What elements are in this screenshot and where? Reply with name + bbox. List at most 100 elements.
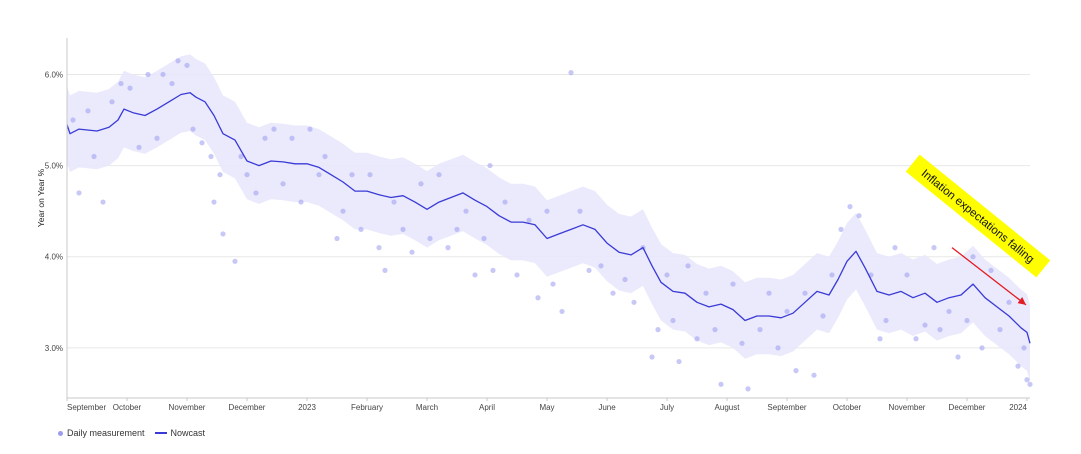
x-tick-label: June [598, 403, 616, 412]
daily-measurement-point [964, 317, 970, 324]
daily-measurement-point [211, 199, 217, 205]
daily-measurement-point [913, 336, 919, 342]
daily-measurement-point [76, 190, 82, 196]
daily-measurement-point [253, 190, 259, 196]
daily-measurement-point [1027, 381, 1033, 387]
daily-measurement-point [262, 135, 268, 141]
annotation-arrow [951, 247, 1027, 306]
daily-measurement-point [436, 172, 442, 178]
legend-dot-marker [58, 430, 63, 436]
daily-measurement-point [454, 226, 460, 232]
daily-measurement-point [877, 336, 883, 342]
daily-measurement-point [745, 386, 751, 392]
daily-measurement-point [757, 327, 763, 333]
daily-measurement-point [238, 153, 244, 160]
daily-measurement-point [208, 153, 214, 160]
daily-measurement-point [937, 327, 943, 333]
daily-measurement-point [979, 345, 985, 351]
x-tick-label: July [660, 403, 674, 412]
x-tick-label: August [715, 403, 741, 412]
legend-item-daily-measurement[interactable]: Daily measurement [58, 428, 145, 438]
daily-measurement-point [391, 199, 397, 205]
daily-measurement-point [883, 317, 889, 324]
daily-measurement-point [931, 245, 937, 251]
x-tick-label: February [351, 403, 383, 412]
daily-measurement-point [367, 172, 373, 178]
daily-measurement-point [85, 108, 91, 114]
daily-measurement-point [622, 276, 628, 283]
daily-measurement-point [463, 208, 469, 214]
daily-measurement-point [490, 267, 496, 274]
daily-measurement-point [322, 153, 328, 160]
daily-measurement-point [244, 172, 250, 178]
daily-measurement-point [694, 336, 700, 342]
daily-measurement-point [847, 204, 853, 210]
x-tick-label: September [67, 403, 106, 412]
daily-measurement-point [514, 272, 520, 278]
daily-measurement-point [487, 162, 493, 169]
daily-measurement-point [1021, 345, 1027, 351]
daily-measurement-point [1015, 363, 1021, 369]
daily-measurement-point [988, 267, 994, 274]
daily-measurement-point [904, 272, 910, 278]
legend-item-nowcast[interactable]: Nowcast [154, 428, 205, 438]
daily-measurement-point [427, 235, 433, 242]
x-tick-label: December [229, 403, 266, 412]
x-tick-labels: September October November December 2023 Febr… [66, 398, 1028, 412]
daily-measurement-point [502, 199, 508, 205]
daily-measurement-point [676, 358, 682, 365]
daily-measurement-point [271, 126, 277, 132]
x-tick-label: March [416, 403, 438, 412]
daily-measurement-point [127, 85, 133, 91]
daily-measurement-point [784, 308, 790, 315]
daily-measurement-point [472, 272, 478, 278]
daily-measurement-point [892, 245, 898, 251]
daily-measurement-point [718, 381, 724, 387]
daily-measurement-point [91, 153, 97, 160]
x-tick-label: November [889, 403, 926, 412]
daily-measurement-point [184, 62, 190, 68]
daily-measurement-point [1006, 299, 1012, 305]
daily-measurement-point [400, 226, 406, 232]
daily-measurement-point [820, 313, 826, 319]
daily-measurement-point [559, 308, 565, 315]
daily-measurement-point [160, 71, 166, 78]
daily-measurement-point [358, 226, 364, 232]
daily-measurement-point [550, 281, 556, 287]
daily-measurement-point [856, 213, 862, 219]
y-tick-labels: 3.0% 4.0% 5.0% 6.0% [45, 70, 63, 352]
x-tick-label: December [949, 403, 986, 412]
x-tick-label: November [169, 403, 206, 412]
daily-measurement-point [793, 368, 799, 374]
daily-measurement-point [811, 372, 817, 378]
daily-measurement-point [946, 308, 952, 315]
daily-measurement-point [118, 80, 124, 87]
daily-measurement-point [712, 327, 718, 333]
nowcast-line-layer [66, 92, 1031, 344]
y-tick-label: 5.0% [45, 162, 63, 171]
daily-measurement-point [739, 340, 745, 346]
daily-measurement-point [418, 181, 424, 187]
x-tick-label: September [767, 403, 806, 412]
daily-measurement-point [175, 58, 181, 64]
daily-measurement-point [970, 254, 976, 260]
daily-measurement-point [535, 295, 541, 301]
daily-measurement-point [670, 317, 676, 324]
daily-measurement-point [289, 135, 295, 141]
daily-measurement-point [340, 208, 346, 214]
daily-measurement-point [631, 299, 637, 305]
daily-measurement-point [802, 290, 808, 296]
y-tick-label: 3.0% [45, 344, 63, 353]
daily-measurement-point [598, 263, 604, 269]
y-tick-label: 4.0% [45, 253, 63, 262]
daily-measurement-point [145, 71, 151, 78]
daily-measurement-point [445, 245, 451, 251]
daily-measurement-point [190, 126, 196, 132]
daily-measurement-point [526, 217, 532, 223]
daily-measurement-points [70, 58, 1033, 392]
daily-measurement-point [481, 235, 487, 242]
x-tick-label: April [479, 403, 495, 412]
y-tick-label: 6.0% [45, 70, 63, 79]
daily-measurement-point [109, 99, 115, 105]
